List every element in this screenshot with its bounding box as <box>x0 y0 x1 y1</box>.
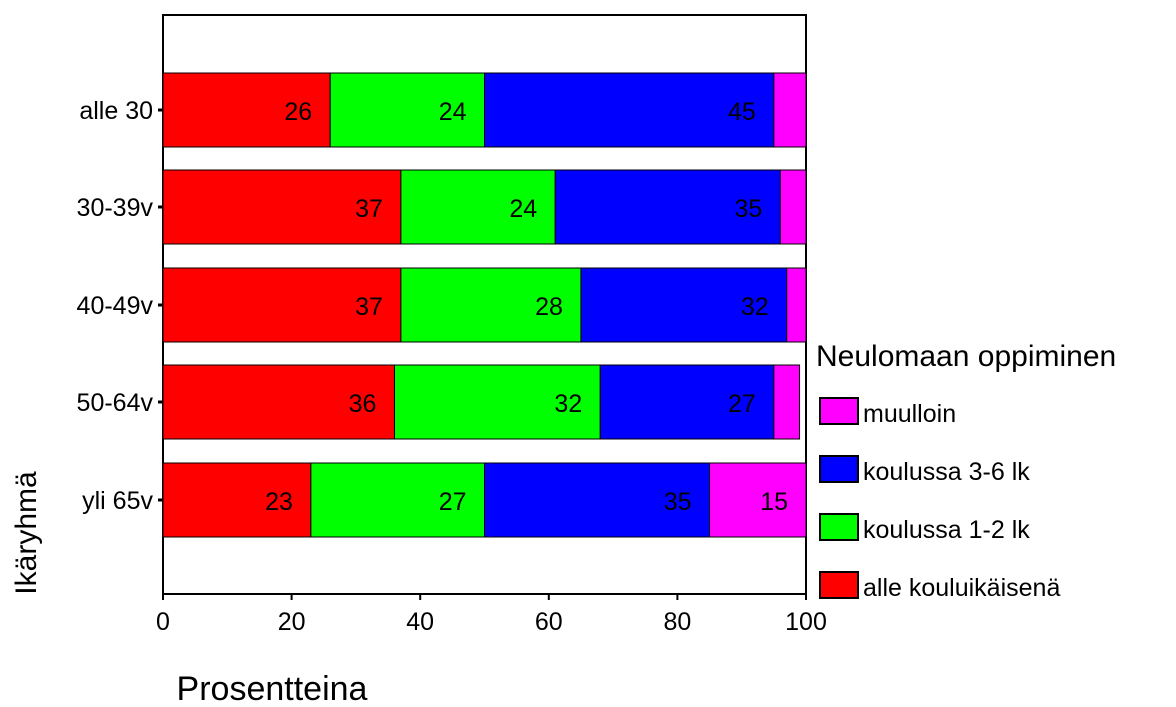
data-label-30-39v-koulussa-3-6-lk: 35 <box>734 195 762 223</box>
x-tick-label-60: 60 <box>535 608 563 636</box>
legend: muulloin koulussa 3-6 lk koulussa 1-2 lk al… <box>819 397 1060 602</box>
data-label-40-49v-alle-kouluikaisena: 37 <box>355 293 383 321</box>
x-tick-label-100: 100 <box>785 608 827 636</box>
bar-alle-30-alle-kouluikaisena <box>162 72 331 148</box>
y-tick-label-yli-65v: yli 65v <box>82 487 153 515</box>
data-label-alle-30-koulussa-3-6-lk: 45 <box>728 98 756 126</box>
y-tick-label-30-39v: 30-39v <box>77 194 154 222</box>
x-axis: 0 20 40 60 80 100 <box>156 594 827 636</box>
x-tick-label-20: 20 <box>278 608 306 636</box>
legend-swatch-koulussa-1-2-lk <box>819 513 859 541</box>
bars <box>162 72 807 538</box>
data-label-30-39v-koulussa-1-2-lk: 24 <box>509 195 537 223</box>
data-label-alle-30-alle-kouluikaisena: 26 <box>284 98 312 126</box>
bar-40-49v-muulloin <box>786 267 807 343</box>
y-axis-title: Ikäryhmä <box>10 471 43 595</box>
data-label-yli-65v-muulloin: 15 <box>760 488 788 516</box>
legend-swatch-muulloin <box>819 397 859 425</box>
data-label-50-64v-koulussa-3-6-lk: 27 <box>728 390 756 418</box>
data-label-alle-30-koulussa-1-2-lk: 24 <box>439 98 467 126</box>
y-tick-label-50-64v: 50-64v <box>77 389 154 417</box>
bar-labels: 26 24 45 37 24 35 37 28 32 36 32 27 23 27 35 15 <box>265 98 788 516</box>
x-tick-label-80: 80 <box>663 608 691 636</box>
bar-yli-65v-koulussa-1-2-lk <box>310 462 486 538</box>
data-label-yli-65v-koulussa-3-6-lk: 35 <box>664 488 692 516</box>
data-label-40-49v-koulussa-1-2-lk: 28 <box>535 293 563 321</box>
bar-30-39v-alle-kouluikaisena <box>162 169 402 245</box>
x-tick-label-40: 40 <box>406 608 434 636</box>
x-axis-title: Prosentteina <box>177 670 368 702</box>
bar-40-49v-alle-kouluikaisena <box>162 267 402 343</box>
y-axis: alle 30 30-39v 40-49v 50-64v yli 65v <box>77 97 163 515</box>
data-label-yli-65v-koulussa-1-2-lk: 27 <box>439 488 467 516</box>
legend-title: Neulomaan oppiminen <box>816 340 1116 373</box>
data-label-50-64v-koulussa-1-2-lk: 32 <box>554 390 582 418</box>
data-label-30-39v-alle-kouluikaisena: 37 <box>355 195 383 223</box>
data-label-yli-65v-alle-kouluikaisena: 23 <box>265 488 293 516</box>
legend-label-koulussa-1-2-lk: koulussa 1-2 lk <box>863 516 1030 544</box>
bar-30-39v-koulussa-3-6-lk <box>554 169 781 245</box>
legend-label-muulloin: muulloin <box>863 400 956 428</box>
data-label-40-49v-koulussa-3-6-lk: 32 <box>741 293 769 321</box>
bar-yli-65v-koulussa-3-6-lk <box>484 462 711 538</box>
y-tick-label-40-49v: 40-49v <box>77 292 154 320</box>
bar-alle-30-muulloin <box>773 72 807 148</box>
bar-30-39v-muulloin <box>779 169 807 245</box>
data-label-50-64v-alle-kouluikaisena: 36 <box>349 390 377 418</box>
bar-50-64v-koulussa-1-2-lk <box>393 364 601 440</box>
legend-swatch-koulussa-3-6-lk <box>819 455 859 483</box>
bar-40-49v-koulussa-1-2-lk <box>400 267 582 343</box>
legend-swatch-alle-kouluikaisena <box>819 571 859 599</box>
bar-50-64v-muulloin <box>773 364 801 440</box>
bar-30-39v-koulussa-1-2-lk <box>400 169 556 245</box>
y-tick-label-alle-30: alle 30 <box>79 97 153 125</box>
bar-yli-65v-muulloin <box>709 462 807 538</box>
legend-label-koulussa-3-6-lk: koulussa 3-6 lk <box>863 458 1030 486</box>
bar-50-64v-koulussa-3-6-lk <box>599 364 775 440</box>
bar-alle-30-koulussa-3-6-lk <box>484 72 775 148</box>
bar-yli-65v-alle-kouluikaisena <box>162 462 312 538</box>
x-tick-label-0: 0 <box>156 608 170 636</box>
bar-40-49v-koulussa-3-6-lk <box>580 267 788 343</box>
bar-alle-30-koulussa-1-2-lk <box>329 72 485 148</box>
legend-label-alle-kouluikaisena: alle kouluikäisenä <box>863 574 1060 602</box>
